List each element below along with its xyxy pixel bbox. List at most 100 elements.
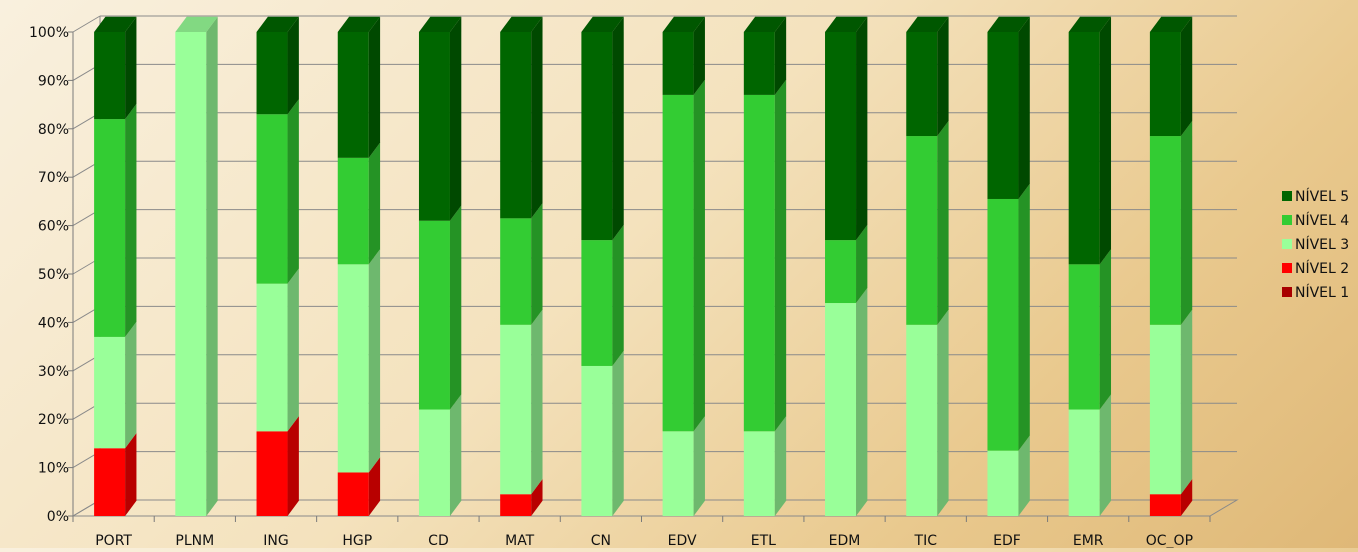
bar-segment xyxy=(256,99,299,284)
bar-front xyxy=(418,220,450,410)
bar-segment xyxy=(825,224,868,304)
bar-stack-plnm xyxy=(175,16,218,517)
bar-front xyxy=(500,324,532,495)
bar-segment xyxy=(662,79,705,432)
x-tick-label: MAT xyxy=(505,533,535,548)
bar-side xyxy=(774,79,787,432)
bar-side xyxy=(287,16,299,115)
bar-segment xyxy=(662,16,705,95)
bar-side xyxy=(449,205,462,410)
bar-segment xyxy=(337,16,381,158)
bar-side xyxy=(449,16,462,221)
bar-side xyxy=(774,416,787,516)
gridline-depth xyxy=(72,15,101,33)
bar-segment xyxy=(94,16,137,120)
y-tick-label: 100% xyxy=(29,25,69,41)
x-tick-label: HGP xyxy=(342,533,372,548)
bar-top xyxy=(987,16,1030,32)
bar-front xyxy=(987,32,1019,199)
y-tick-label: 50% xyxy=(38,267,69,283)
bar-side xyxy=(125,16,137,120)
x-tick-label: OC_OP xyxy=(1146,533,1193,548)
bar-front xyxy=(743,431,775,516)
bar-side xyxy=(1018,16,1030,199)
bar-segment xyxy=(1068,249,1112,410)
x-tick-label: PLNM xyxy=(175,533,214,548)
legend-item: NÍVEL 1 xyxy=(1282,284,1349,301)
bar-segment xyxy=(662,416,705,516)
bar-stack-etl xyxy=(743,16,787,516)
bar-side xyxy=(856,224,868,304)
bar-front xyxy=(1068,264,1100,410)
bar-front xyxy=(500,494,532,516)
bar-side xyxy=(612,224,624,366)
bar-segment xyxy=(256,416,299,516)
bar-side xyxy=(693,416,705,516)
bar-front xyxy=(581,365,613,516)
bar-front xyxy=(500,32,532,219)
bar-segment xyxy=(743,79,787,432)
bar-front xyxy=(256,32,288,115)
legend-item: NÍVEL 5 xyxy=(1282,188,1349,205)
bar-front xyxy=(825,32,857,241)
bar-front xyxy=(662,32,694,95)
bar-segment xyxy=(337,249,381,473)
bar-side xyxy=(531,309,543,495)
bar-stack-mat xyxy=(500,16,543,516)
bar-segment xyxy=(987,435,1030,516)
bar-side xyxy=(693,16,705,95)
bar-front xyxy=(743,94,775,432)
bar-side xyxy=(287,416,299,516)
legend: NÍVEL 5 NÍVEL 4 NÍVEL 3 NÍVEL 2 NÍVEL 1 xyxy=(1282,188,1349,301)
gridlines xyxy=(72,15,1237,517)
bar-side xyxy=(1180,309,1193,495)
bar-segment xyxy=(418,394,462,516)
bar-side xyxy=(206,16,218,517)
legend-swatch xyxy=(1282,191,1292,201)
bar-segment xyxy=(987,183,1030,451)
bar-front xyxy=(1149,32,1181,137)
bar-stack-cn xyxy=(581,16,624,516)
bar-top xyxy=(175,16,218,32)
bar-front xyxy=(662,431,694,516)
y-tick-label: 60% xyxy=(38,219,69,235)
axes xyxy=(68,16,1239,522)
bar-front xyxy=(337,32,369,158)
bar-side xyxy=(1180,16,1193,137)
bar-front xyxy=(418,409,450,516)
bar-front xyxy=(1149,324,1181,495)
bar-front xyxy=(906,324,938,516)
bar-front xyxy=(256,431,288,516)
bar-front xyxy=(825,303,857,516)
bar-side xyxy=(531,203,543,325)
bar-segment xyxy=(256,16,299,115)
bar-side xyxy=(774,16,787,95)
x-tick-label: CD xyxy=(428,533,449,548)
bar-segment xyxy=(743,16,787,95)
bar-side xyxy=(937,309,949,516)
y-tick-label: 30% xyxy=(38,364,69,380)
bar-top xyxy=(662,16,705,32)
bar-segment xyxy=(1068,394,1112,516)
bar-stack-edm xyxy=(825,16,868,516)
bar-segment xyxy=(581,350,624,516)
bar-front xyxy=(906,32,938,137)
x-tick-label: EDM xyxy=(829,533,861,548)
bar-top xyxy=(256,16,299,32)
bar-segment xyxy=(1149,479,1193,516)
bar-side xyxy=(368,16,381,158)
bar-stack-port xyxy=(94,16,137,516)
bar-front xyxy=(825,240,857,304)
bar-segment xyxy=(906,120,949,325)
bar-side xyxy=(125,321,137,449)
bar-segment xyxy=(743,416,787,516)
bar-side xyxy=(937,16,949,137)
bar-stack-ing xyxy=(256,16,299,516)
bar-segment xyxy=(1149,309,1193,495)
bar-side xyxy=(125,433,137,516)
bar-segment xyxy=(500,16,543,219)
bar-front xyxy=(581,240,613,366)
y-tick-label: 90% xyxy=(38,73,69,89)
bar-side xyxy=(1018,183,1030,451)
x-tick-label: EDF xyxy=(993,533,1021,548)
